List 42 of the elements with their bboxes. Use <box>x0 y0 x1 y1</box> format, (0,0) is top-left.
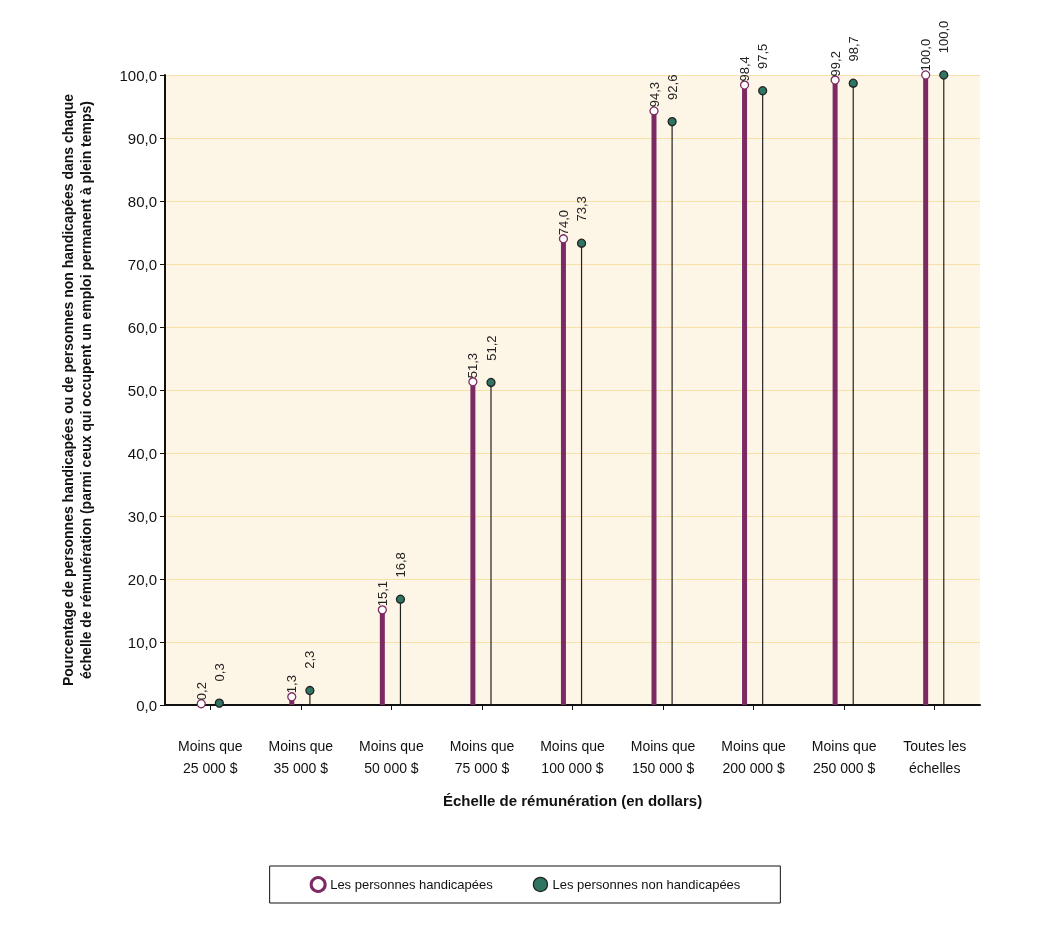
data-label: 51,2 <box>483 335 499 361</box>
data-label: 99,2 <box>827 51 843 77</box>
y-tick-label: 80,0 <box>127 192 157 210</box>
data-label: 2,3 <box>302 650 318 669</box>
data-label: 98,4 <box>737 56 753 82</box>
x-axis-title: Échelle de rémunération (en dollars) <box>442 792 703 809</box>
y-axis-title: Pourcentage de personnes handicapées ou de personnes non handicapées dans chaque échelle de rémunération (parmi ceux qui occupent un emploi permanent à plein temps) <box>60 93 94 687</box>
x-tick-label: Toutes les échelles <box>903 738 967 776</box>
y-tick-label: 70,0 <box>127 255 157 273</box>
data-label: 15,1 <box>374 580 390 607</box>
y-tick-label: 20,0 <box>127 570 157 588</box>
y-tick-label: 30,0 <box>127 507 157 525</box>
x-tick-label: Moins que 25 000 $ <box>177 738 243 776</box>
y-tick-label: 60,0 <box>127 318 157 336</box>
y-tick-label: 10,0 <box>127 633 157 651</box>
y-tick-label: 100,0 <box>119 66 157 84</box>
data-label: 16,8 <box>392 552 408 578</box>
data-label: 100,0 <box>936 20 952 54</box>
x-tick-label: Moins que 75 000 $ <box>449 738 515 776</box>
legend-label: Les personnes handicapées <box>330 877 494 892</box>
data-label: 94,3 <box>646 82 662 108</box>
data-label: 1,3 <box>284 675 300 694</box>
data-label: 74,0 <box>555 209 571 236</box>
y-tick-label: 50,0 <box>127 381 157 399</box>
data-label: 0,2 <box>193 682 209 701</box>
legend-label: Les personnes non handicapées <box>552 877 741 892</box>
data-label: 92,6 <box>664 74 680 100</box>
x-tick-label: Moins que 250 000 $ <box>811 738 877 776</box>
data-label: 73,3 <box>574 196 590 222</box>
data-label: 97,5 <box>755 43 771 70</box>
y-tick-label: 40,0 <box>127 444 157 462</box>
data-label: 51,3 <box>465 352 481 379</box>
x-tick-label: Moins que 150 000 $ <box>630 738 696 776</box>
x-tick-label: Moins que 100 000 $ <box>540 738 606 776</box>
y-tick-label: 0,0 <box>136 696 157 714</box>
data-label: 98,7 <box>845 36 861 62</box>
data-label: 0,3 <box>211 663 227 682</box>
x-tick-label: Moins que 200 000 $ <box>721 738 787 776</box>
y-tick-label: 90,0 <box>127 129 157 147</box>
x-tick-label: Moins que 35 000 $ <box>268 738 334 776</box>
x-tick-label: Moins que 50 000 $ <box>359 738 424 776</box>
data-label: 100,0 <box>918 38 934 72</box>
